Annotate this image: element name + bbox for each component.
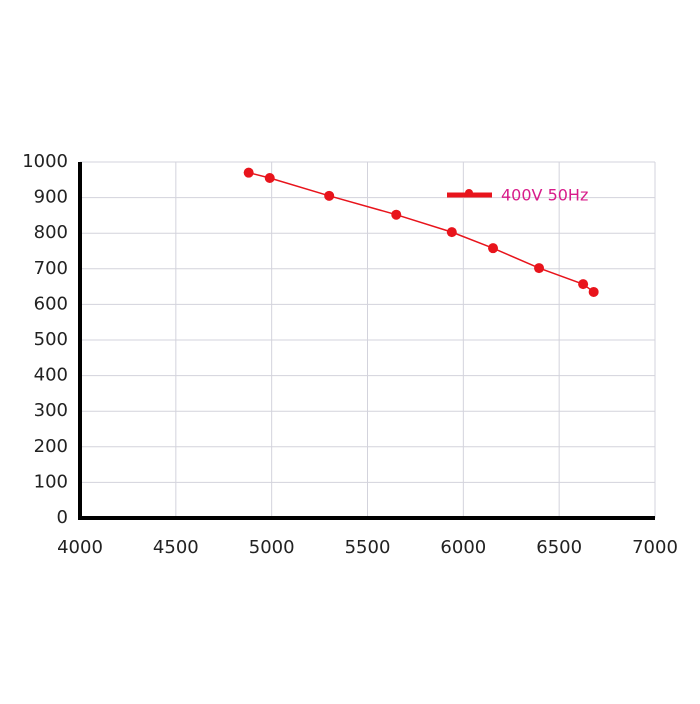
x-tick-label: 6500 — [536, 537, 582, 558]
y-tick-label: 200 — [34, 436, 68, 457]
legend-label: 400V 50Hz — [501, 186, 588, 205]
data-point — [243, 167, 254, 178]
x-tick-label: 4500 — [153, 537, 199, 558]
data-point — [578, 279, 589, 290]
data-point — [391, 209, 402, 220]
y-tick-label: 100 — [34, 471, 68, 492]
y-tick-label: 800 — [34, 222, 68, 243]
data-point — [588, 286, 599, 297]
data-point — [446, 227, 457, 238]
y-tick-label: 700 — [34, 258, 68, 279]
x-tick-label: 4000 — [57, 537, 103, 558]
x-tick-label: 5000 — [249, 537, 295, 558]
data-point — [264, 173, 275, 184]
x-tick-label: 7000 — [632, 537, 678, 558]
x-tick-label: 5500 — [345, 537, 391, 558]
legend-marker — [465, 189, 473, 197]
data-point — [534, 263, 545, 274]
y-tick-label: 300 — [34, 400, 68, 421]
data-point — [488, 243, 499, 254]
y-tick-label: 0 — [57, 507, 68, 528]
y-tick-label: 400 — [34, 365, 68, 386]
x-tick-label: 6000 — [440, 537, 486, 558]
y-tick-label: 600 — [34, 293, 68, 314]
data-point — [324, 190, 335, 201]
y-tick-label: 1000 — [22, 151, 68, 172]
y-tick-label: 900 — [34, 187, 68, 208]
y-tick-label: 500 — [34, 329, 68, 350]
